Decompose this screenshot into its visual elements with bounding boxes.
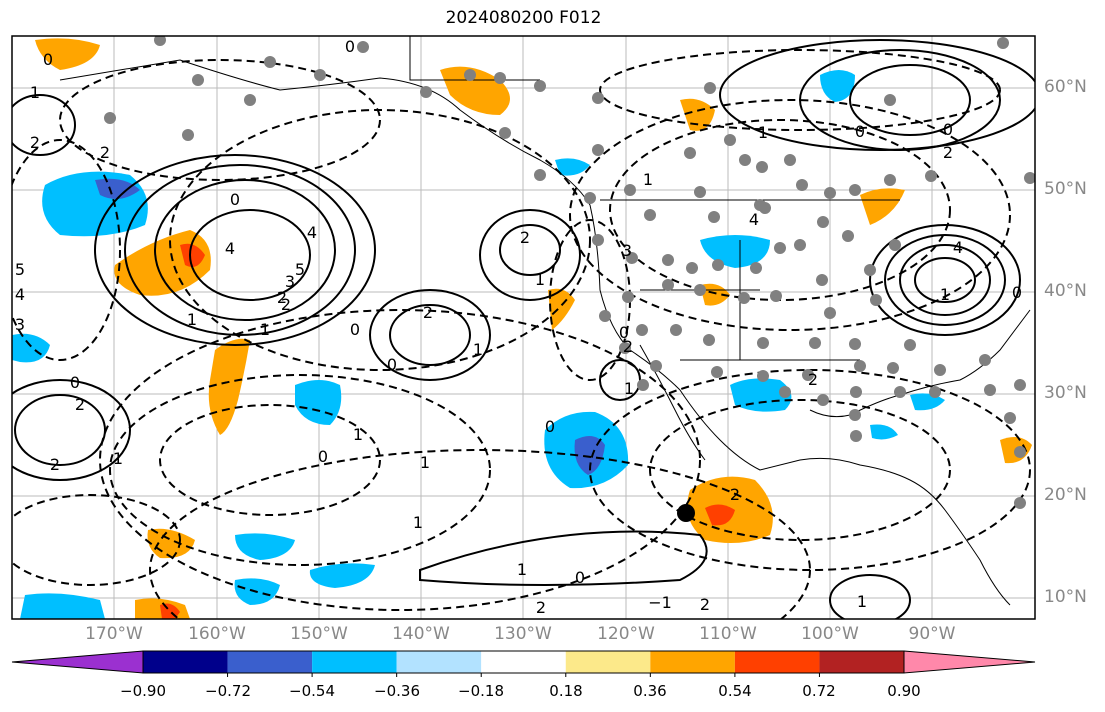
colorbar-label: −0.90 bbox=[120, 682, 166, 700]
shaded-anomalies bbox=[12, 38, 1032, 619]
colorbar-label: 0.90 bbox=[887, 682, 921, 700]
colorbar-label: 0.72 bbox=[802, 682, 836, 700]
station-markers bbox=[104, 36, 1035, 509]
colorbar-label: 0.18 bbox=[549, 682, 583, 700]
lat-label: 50°N bbox=[1044, 179, 1087, 199]
lon-label: 150°W bbox=[290, 624, 348, 644]
lon-label: 170°W bbox=[85, 624, 143, 644]
lat-label: 20°N bbox=[1044, 485, 1087, 505]
colorbar-label: −0.72 bbox=[205, 682, 251, 700]
lat-label: 40°N bbox=[1044, 281, 1087, 301]
lat-label: 60°N bbox=[1044, 77, 1087, 97]
lon-label: 130°W bbox=[494, 624, 552, 644]
lon-label: 120°W bbox=[597, 624, 655, 644]
colorbar-segment bbox=[481, 651, 566, 673]
colorbar-segment bbox=[819, 651, 904, 673]
colorbar-segment bbox=[143, 651, 228, 673]
map-title: 2024080200 F012 bbox=[445, 8, 602, 28]
colorbar-extend-high bbox=[903, 650, 1036, 674]
colorbar-extend-low bbox=[11, 650, 144, 674]
colorbar-label: −0.54 bbox=[289, 682, 335, 700]
storm-marker bbox=[677, 504, 695, 522]
colorbar-label: 0.36 bbox=[633, 682, 667, 700]
colorbar bbox=[11, 650, 1036, 677]
colorbar-label: −0.36 bbox=[374, 682, 420, 700]
lon-label: 90°W bbox=[908, 624, 956, 644]
lat-label: 30°N bbox=[1044, 383, 1087, 403]
colorbar-segment bbox=[734, 651, 820, 673]
colorbar-label: 0.54 bbox=[718, 682, 752, 700]
colorbar-segment bbox=[650, 651, 735, 673]
colorbar-frame bbox=[142, 650, 905, 674]
lat-label: 10°N bbox=[1044, 587, 1087, 607]
lon-label: 100°W bbox=[801, 624, 859, 644]
dashed-contours bbox=[12, 49, 1031, 619]
colorbar-segment bbox=[227, 651, 313, 673]
colorbar-segment bbox=[312, 651, 397, 673]
lon-label: 140°W bbox=[392, 624, 450, 644]
map-frame bbox=[11, 35, 1036, 620]
gridlines bbox=[12, 36, 1035, 619]
colorbar-segment bbox=[396, 651, 482, 673]
colorbar-segment bbox=[565, 651, 651, 673]
lon-label: 110°W bbox=[699, 624, 757, 644]
lon-label: 160°W bbox=[188, 624, 246, 644]
colorbar-label: −0.18 bbox=[458, 682, 504, 700]
